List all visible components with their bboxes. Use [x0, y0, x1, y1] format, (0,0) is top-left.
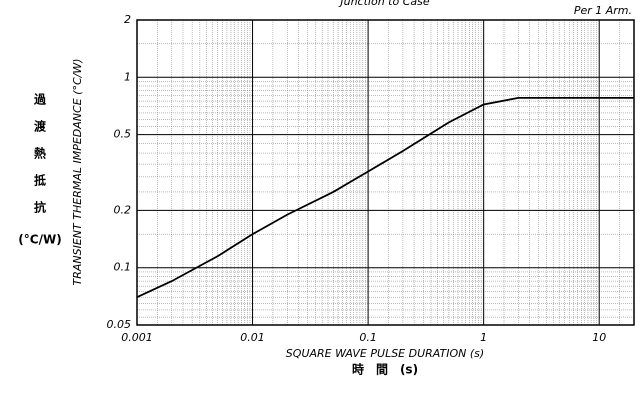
x-tick-label: 0.1	[359, 331, 377, 344]
x-tick-label: 10	[592, 331, 606, 344]
y-axis-label-ja: 過	[33, 92, 47, 107]
y-tick-label: 0.1	[114, 261, 132, 274]
y-tick-label: 2	[124, 13, 131, 26]
data-line	[136, 96, 634, 298]
x-tick-label: 0.01	[240, 331, 265, 344]
annotation: Per 1 Arm.	[574, 4, 632, 17]
y-axis-label-ja: 抵	[34, 173, 46, 188]
y-axis-label: TRANSIENT THERMAL IMPEDANCE (°C/W)	[71, 59, 84, 286]
x-axis-label-ja: 時 間 (s)	[352, 362, 418, 377]
y-tick-label: 1	[124, 70, 131, 83]
y-tick-label: 0.05	[107, 318, 132, 331]
y-tick-label: 0.2	[114, 203, 132, 216]
plot-frame	[136, 19, 635, 326]
x-axis-label: SQUARE WAVE PULSE DURATION (s)	[286, 347, 484, 360]
x-tick-label: 1	[480, 331, 487, 344]
y-axis-label-ja-unit: (°C/W)	[18, 233, 61, 247]
y-axis-label-ja: 抗	[34, 200, 46, 215]
x-tick-label: 0.001	[121, 331, 153, 344]
y-axis-label-ja: 渡	[34, 119, 47, 134]
y-tick-label: 0.5	[114, 128, 132, 141]
chart-title: Junction to Case	[338, 0, 429, 8]
y-axis-label-ja: 熱	[34, 146, 46, 161]
